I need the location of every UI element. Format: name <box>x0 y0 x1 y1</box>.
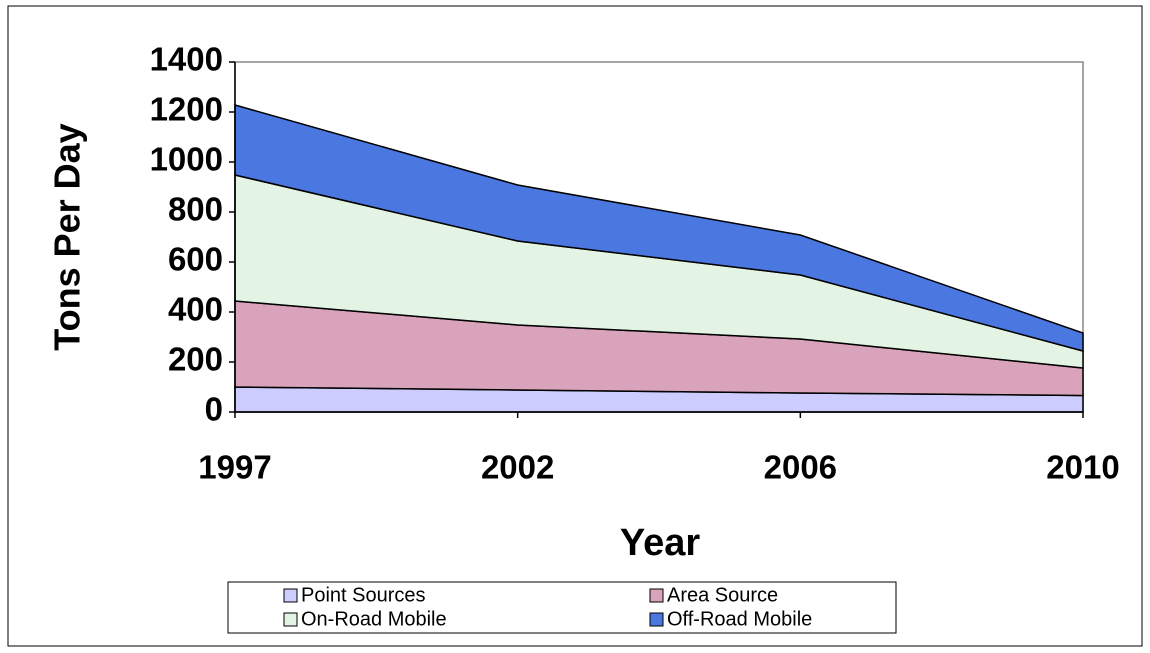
x-tick-label: 2010 <box>1046 449 1119 486</box>
y-tick-label: 1200 <box>150 91 223 128</box>
y-tick-label: 200 <box>168 341 223 378</box>
x-tick-label: 2002 <box>481 449 554 486</box>
y-tick-label: 600 <box>168 241 223 278</box>
legend-label: Off-Road Mobile <box>667 608 812 630</box>
legend-label: On-Road Mobile <box>301 608 447 630</box>
legend-swatch <box>283 588 298 603</box>
y-tick-label: 0 <box>205 391 223 428</box>
x-tick-label: 2006 <box>764 449 837 486</box>
legend-swatch <box>649 588 664 603</box>
x-axis-title: Year <box>620 522 701 564</box>
y-tick-label: 800 <box>168 191 223 228</box>
y-axis-title: Tons Per Day <box>47 123 88 350</box>
x-tick-label: 1997 <box>198 449 271 486</box>
y-tick-label: 1000 <box>150 141 223 178</box>
legend-swatch <box>283 612 298 627</box>
legend-label: Point Sources <box>301 584 426 606</box>
y-tick-label: 400 <box>168 291 223 328</box>
legend <box>227 581 897 634</box>
legend-label: Area Source <box>667 584 778 606</box>
y-tick-label: 1400 <box>150 41 223 78</box>
legend-swatch <box>649 612 664 627</box>
area <box>234 104 1084 352</box>
